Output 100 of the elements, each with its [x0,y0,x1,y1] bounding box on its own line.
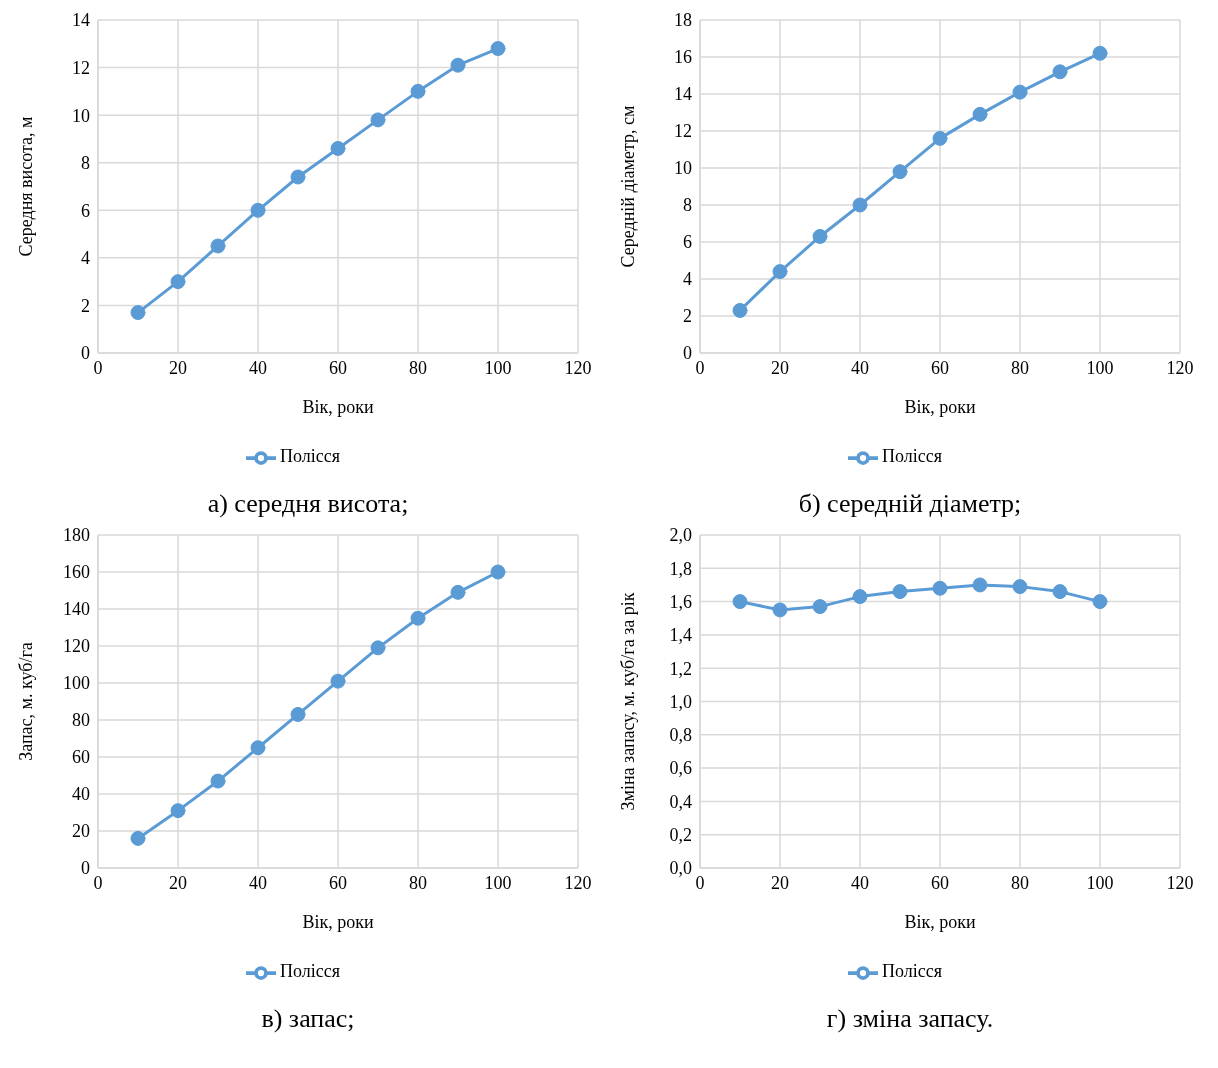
y-tick-label: 2 [683,306,692,327]
point [772,264,788,280]
x-tick-label: 100 [484,872,512,893]
point [210,238,226,254]
x-tick-label: 80 [409,357,427,378]
y-tick-label: 180 [63,525,90,546]
point [972,106,988,122]
point [932,580,948,596]
text: а) середня висота; [207,489,409,519]
x-tick-label: 60 [931,872,949,893]
point [410,83,426,99]
legend-label: Полісся [881,961,942,982]
y-tick-label: 0 [81,858,90,879]
y-axis-title: Середній діаметр, см [618,105,639,268]
y-tick-label: 14 [72,10,90,31]
point [410,610,426,626]
y-tick-label: 12 [72,57,90,78]
y-tick-label: 100 [63,673,90,694]
y-tick-label: 1,0 [669,691,692,712]
x-tick-label: 100 [1086,872,1114,893]
y-tick-label: 0 [81,343,90,364]
y-axis-title: Середня висота, м [16,116,37,257]
x-tick-label: 80 [1011,357,1029,378]
x-axis-title: Вік, роки [302,397,374,417]
point [772,602,788,618]
y-tick-label: 10 [72,105,90,126]
y-tick-label: 14 [674,84,692,105]
y-tick-label: 160 [63,562,90,583]
y-tick-label: 2 [81,295,90,316]
point [732,594,748,610]
point [450,584,466,600]
x-tick-label: 120 [564,872,592,893]
point [130,305,146,321]
x-tick-label: 20 [771,872,789,893]
point [732,302,748,318]
y-tick-label: 60 [72,747,90,768]
y-tick-label: 20 [72,821,90,842]
point [972,577,988,593]
y-tick-label: 1,2 [669,658,692,679]
point [1052,64,1068,80]
x-axis-title: Вік, роки [302,912,374,932]
point [490,564,506,580]
y-tick-label: 8 [683,195,692,216]
point [1092,594,1108,610]
y-tick-label: 6 [81,200,90,221]
y-tick-label: 0,6 [669,758,692,779]
x-tick-label: 20 [771,357,789,378]
y-tick-label: 16 [674,47,692,68]
x-tick-label: 20 [169,872,187,893]
x-axis-title: Вік, роки [904,397,976,417]
point [812,228,828,244]
y-tick-label: 80 [72,710,90,731]
y-tick-label: 1,4 [669,625,692,646]
point [370,640,386,656]
x-tick-label: 120 [564,357,592,378]
point [370,112,386,128]
x-tick-label: 80 [1011,872,1029,893]
y-tick-label: 140 [63,599,90,620]
legend-label: Полісся [279,446,340,467]
x-tick-label: 100 [1086,357,1114,378]
y-tick-label: 0,4 [669,791,692,812]
text: г) зміна запасу. [826,1004,994,1034]
point [290,706,306,722]
point [490,41,506,57]
point [892,584,908,600]
point [932,130,948,146]
point [130,830,146,846]
point [170,803,186,819]
x-tick-label: 20 [169,357,187,378]
point [170,274,186,290]
x-tick-label: 100 [484,357,512,378]
x-tick-label: 120 [1166,872,1194,893]
point [330,673,346,689]
x-tick-label: 120 [1166,357,1194,378]
x-tick-label: 40 [851,357,869,378]
x-tick-label: 40 [851,872,869,893]
point [250,740,266,756]
x-tick-label: 80 [409,872,427,893]
x-axis-title: Вік, роки [904,912,976,932]
x-tick-label: 60 [329,357,347,378]
y-tick-label: 8 [81,153,90,174]
y-tick-label: 120 [63,636,90,657]
y-axis-title: Запас, м. куб/га [16,642,37,761]
text: б) середній діаметр; [798,489,1022,519]
y-tick-label: 0,2 [669,825,692,846]
point [330,140,346,156]
y-tick-label: 12 [674,121,692,142]
y-tick-label: 1,6 [669,591,692,612]
y-tick-label: 4 [683,269,692,290]
x-tick-label: 60 [931,357,949,378]
point [852,589,868,605]
point [1012,579,1028,595]
y-tick-label: 0,8 [669,725,692,746]
y-tick-label: 0 [683,343,692,364]
y-tick-label: 40 [72,784,90,805]
point [210,773,226,789]
x-tick-label: 60 [329,872,347,893]
point [812,599,828,615]
point [1092,45,1108,61]
point [250,202,266,218]
